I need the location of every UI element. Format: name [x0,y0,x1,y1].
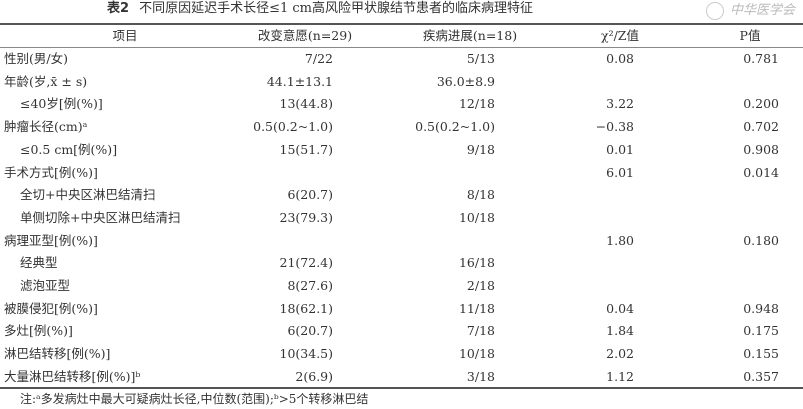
table-row: 年龄(岁,x̄ ± s) 44.1±13.1 36.0±8.9 [0,71,803,93]
cell: 0.08 [606,51,634,66]
cell: 2/18 [466,278,495,293]
cell: 23(79.3) [279,209,334,225]
header-stat: χ²/Z值 [601,28,639,43]
cell: 1.12 [606,368,634,384]
header-group2: 疾病进展(n=18) [422,28,518,43]
table-row: 滤泡亚型 8(27.6) 2/18 [0,275,803,297]
cell: 0.5(0.2~1.0) [415,119,495,135]
cell: 15(51.7) [279,141,334,157]
table-row: 淋巴结转移[例(%)] 10(34.5) 10/18 2.02 0.155 [0,343,803,365]
cell: 44.1±13.1 [266,73,333,89]
watermark: 中华医学会 [705,1,795,21]
cell: 7/18 [466,323,495,339]
cell: 9/18 [466,141,495,157]
table-row: ≤40岁[例(%)] 13(44.8) 12/18 3.22 0.200 [0,93,803,115]
row-label: 被膜侵犯[例(%)] [4,300,98,316]
cell: −0.38 [595,119,634,135]
cell: 0.175 [743,323,779,339]
row-label: 单侧切除+中央区淋巴结清扫 [20,209,181,225]
header-item: 项目 [112,28,138,43]
cell: 1.80 [606,232,634,248]
row-label: 淋巴结转移[例(%)] [4,346,111,362]
cell: 36.0±8.9 [436,73,495,89]
row-label: 年龄(岁,x̄ ± s) [4,73,88,89]
table-row: 性别(男/女) 7/22 5/13 0.08 0.781 [0,48,803,70]
table-row: 大量淋巴结转移[例(%)]ᵇ 2(6.9) 3/18 1.12 0.357 [0,366,803,388]
row-label: ≤0.5 cm[例(%)] [20,141,118,157]
cell: 21(72.4) [279,255,334,271]
cell: 10(34.5) [279,346,334,362]
row-label: 性别(男/女) [4,51,68,66]
row-label: 肿瘤长径(cm)ᵃ [4,119,88,135]
table-row: 病理亚型[例(%)] 1.80 0.180 [0,230,803,252]
cell: 0.180 [743,232,779,248]
table-row: 全切+中央区淋巴结清扫 6(20.7) 8/18 [0,184,803,206]
top-rule [0,23,803,25]
cell: 0.01 [606,141,634,157]
bottom-rule [0,387,803,389]
header-p: P值 [739,28,761,43]
cell: 0.5(0.2~1.0) [253,119,333,135]
row-label: 病理亚型[例(%)] [4,232,98,248]
row-label: 大量淋巴结转移[例(%)]ᵇ [4,368,141,384]
cell: 1.84 [606,323,634,339]
cell: 13(44.8) [279,96,334,112]
cell: 3/18 [466,368,495,384]
table-note: 注:ᵃ多发病灶中最大可疑病灶长径,中位数(范围);ᵇ>5个转移淋巴结 [20,392,369,406]
cell: 0.200 [743,96,779,112]
table-title: 表2 不同原因延迟手术长径≤1 cm高风险甲状腺结节患者的临床病理特征 [107,1,533,16]
cell: 18(62.1) [279,300,334,316]
table-row: 被膜侵犯[例(%)] 18(62.1) 11/18 0.04 0.948 [0,298,803,320]
header-rule [0,47,803,48]
cell: 0.781 [743,51,779,66]
cell: 6.01 [606,164,634,180]
table-row: 多灶[例(%)] 6(20.7) 7/18 1.84 0.175 [0,320,803,342]
cell: 0.908 [743,141,779,157]
cell: 16/18 [458,255,495,271]
cell: 2(6.9) [295,368,333,384]
table-row: 肿瘤长径(cm)ᵃ 0.5(0.2~1.0) 0.5(0.2~1.0) −0.38 0.… [0,116,803,138]
row-label: 滤泡亚型 [20,278,71,293]
cell: 0.357 [743,368,779,384]
row-label: 多灶[例(%)] [4,323,73,339]
table-row: 手术方式[例(%)] 6.01 0.014 [0,162,803,184]
header-group1: 改变意愿(n=29) [257,28,353,43]
row-label: 经典型 [20,255,58,271]
cell: 0.04 [606,300,634,316]
cell: 12/18 [458,96,495,112]
cell: 5/13 [466,51,495,66]
table-row: ≤0.5 cm[例(%)] 15(51.7) 9/18 0.01 0.908 [0,139,803,161]
cell: 6(20.7) [287,323,333,339]
cell: 0.155 [743,346,779,362]
cell: 6(20.7) [287,187,333,203]
cell: 3.22 [606,96,634,112]
cell: 0.948 [743,300,779,316]
cell: 10/18 [458,346,495,362]
cell: 8(27.6) [287,278,333,293]
cell: 0.014 [743,164,779,180]
cell: 10/18 [458,209,495,225]
cell: 0.702 [743,119,779,135]
cell: 2.02 [606,346,634,362]
row-label: ≤40岁[例(%)] [20,96,103,112]
seal-icon [705,1,724,20]
table-row: 单侧切除+中央区淋巴结清扫 23(79.3) 10/18 [0,207,803,229]
cell: 8/18 [466,187,495,203]
row-label: 手术方式[例(%)] [4,164,98,180]
cell: 7/22 [304,51,333,66]
table-row: 经典型 21(72.4) 16/18 [0,252,803,274]
cell: 11/18 [458,300,495,316]
row-label: 全切+中央区淋巴结清扫 [20,187,156,203]
